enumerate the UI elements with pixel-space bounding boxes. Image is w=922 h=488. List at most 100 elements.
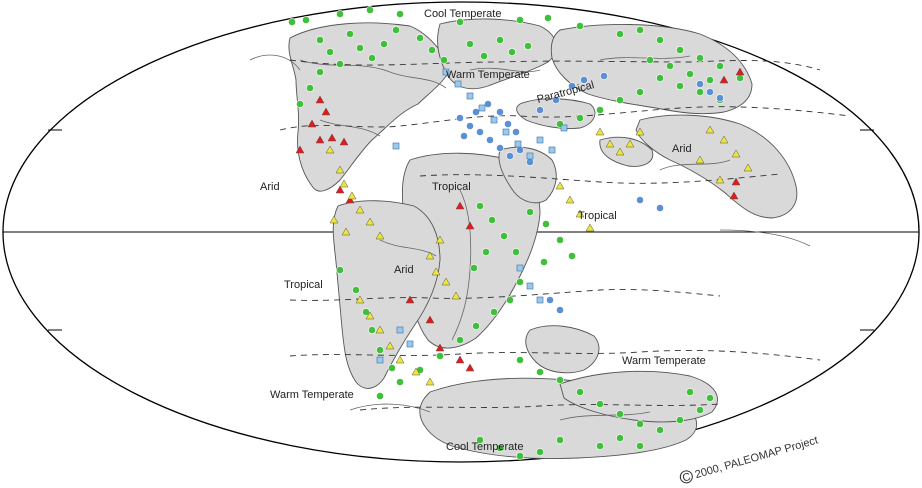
blue-indicator-10	[484, 100, 492, 108]
yellow-indicator-2	[339, 179, 349, 188]
square-indicator-11	[536, 296, 544, 304]
square-indicator-17	[560, 124, 568, 132]
green-indicator-49	[488, 216, 496, 224]
square-indicator-8	[392, 142, 400, 150]
green-indicator-6	[516, 16, 524, 24]
green-indicator-14	[716, 62, 724, 70]
green-indicator-83	[496, 444, 504, 452]
green-indicator-50	[500, 232, 508, 240]
yellow-indicator-24	[355, 295, 365, 304]
yellow-indicator-12	[441, 277, 451, 286]
china-landmass	[635, 114, 798, 219]
green-indicator-93	[388, 364, 396, 372]
yellow-indicator-6	[375, 231, 385, 240]
green-indicator-81	[536, 448, 544, 456]
green-indicator-90	[362, 308, 370, 316]
label-arid-east: Arid	[672, 143, 692, 155]
green-indicator-67	[376, 392, 384, 400]
green-indicator-51	[512, 248, 520, 256]
yellow-indicator-25	[365, 311, 375, 320]
yellow-indicator-8	[341, 227, 351, 236]
blue-indicator-3	[486, 136, 494, 144]
label-tropical-center: Tropical	[432, 181, 471, 193]
red-indicator-8	[465, 221, 475, 230]
square-indicator-3	[478, 104, 486, 112]
square-indicator-7	[526, 152, 534, 160]
boundary-arid-tropical-north	[419, 173, 781, 184]
copyright-circle	[679, 470, 693, 484]
blue-indicator-9	[472, 108, 480, 116]
green-indicator-42	[496, 36, 504, 44]
green-indicator-77	[696, 406, 704, 414]
yellow-indicator-7	[329, 215, 339, 224]
blue-indicator-11	[496, 108, 504, 116]
blue-indicator-13	[512, 128, 520, 136]
yellow-indicator-11	[431, 267, 441, 276]
blue-indicator-0	[456, 114, 464, 122]
yellow-indicator-34	[585, 223, 595, 232]
red-indicator-14	[719, 75, 729, 84]
square-indicator-12	[396, 326, 404, 334]
yellow-indicator-5	[365, 217, 375, 226]
green-indicator-58	[540, 258, 548, 266]
blue-indicator-15	[552, 96, 560, 104]
blue-indicator-1	[466, 122, 474, 130]
green-indicator-70	[556, 376, 564, 384]
green-indicator-68	[516, 356, 524, 364]
green-indicator-34	[368, 54, 376, 62]
red-indicator-6	[295, 145, 305, 154]
green-indicator-86	[616, 434, 624, 442]
green-indicator-4	[396, 10, 404, 18]
green-indicator-56	[556, 236, 564, 244]
green-indicator-29	[316, 36, 324, 44]
green-indicator-41	[480, 52, 488, 60]
label-warm-temperate-south-west: Warm Temperate	[270, 389, 354, 401]
green-indicator-27	[576, 114, 584, 122]
green-indicator-84	[476, 436, 484, 444]
green-indicator-63	[456, 336, 464, 344]
green-indicator-8	[576, 22, 584, 30]
yellow-indicator-9	[435, 235, 445, 244]
green-indicator-25	[616, 96, 624, 104]
yellow-indicator-13	[451, 291, 461, 300]
green-indicator-32	[346, 30, 354, 38]
green-indicator-11	[656, 36, 664, 44]
green-indicator-57	[568, 252, 576, 260]
label-warm-temperate-north: Warm Temperate	[446, 69, 530, 81]
yellow-indicator-17	[625, 139, 635, 148]
green-indicator-52	[482, 248, 490, 256]
green-indicator-7	[544, 14, 552, 22]
red-indicator-2	[307, 119, 317, 128]
yellow-indicator-14	[595, 127, 605, 136]
green-indicator-0	[288, 18, 296, 26]
green-indicator-2	[336, 10, 344, 18]
green-indicator-47	[296, 100, 304, 108]
red-indicator-15	[735, 67, 745, 76]
boundary-warm-south	[289, 349, 821, 361]
green-indicator-62	[472, 322, 480, 330]
latitude-ticks	[48, 129, 874, 331]
blue-indicator-8	[460, 132, 468, 140]
yellow-indicator-4	[355, 205, 365, 214]
green-indicator-46	[306, 84, 314, 92]
green-indicator-19	[706, 76, 714, 84]
yellow-indicator-31	[555, 181, 565, 190]
yellow-indicator-22	[743, 163, 753, 172]
green-indicator-38	[428, 46, 436, 54]
blue-indicator-25	[556, 306, 564, 314]
yellow-indicator-35	[715, 175, 725, 184]
green-indicator-17	[666, 62, 674, 70]
green-indicator-87	[636, 442, 644, 450]
green-indicator-45	[316, 68, 324, 76]
green-indicator-33	[356, 44, 364, 52]
green-indicator-10	[636, 26, 644, 34]
central-asia-landmass	[516, 98, 596, 129]
square-indicator-9	[516, 264, 524, 272]
blue-indicator-4	[496, 144, 504, 152]
green-indicator-21	[676, 82, 684, 90]
green-indicator-5	[456, 18, 464, 26]
copyright-symbol: C	[681, 471, 692, 485]
yellow-indicator-32	[565, 195, 575, 204]
north-europe-landmass	[437, 18, 557, 90]
green-indicator-12	[676, 46, 684, 54]
